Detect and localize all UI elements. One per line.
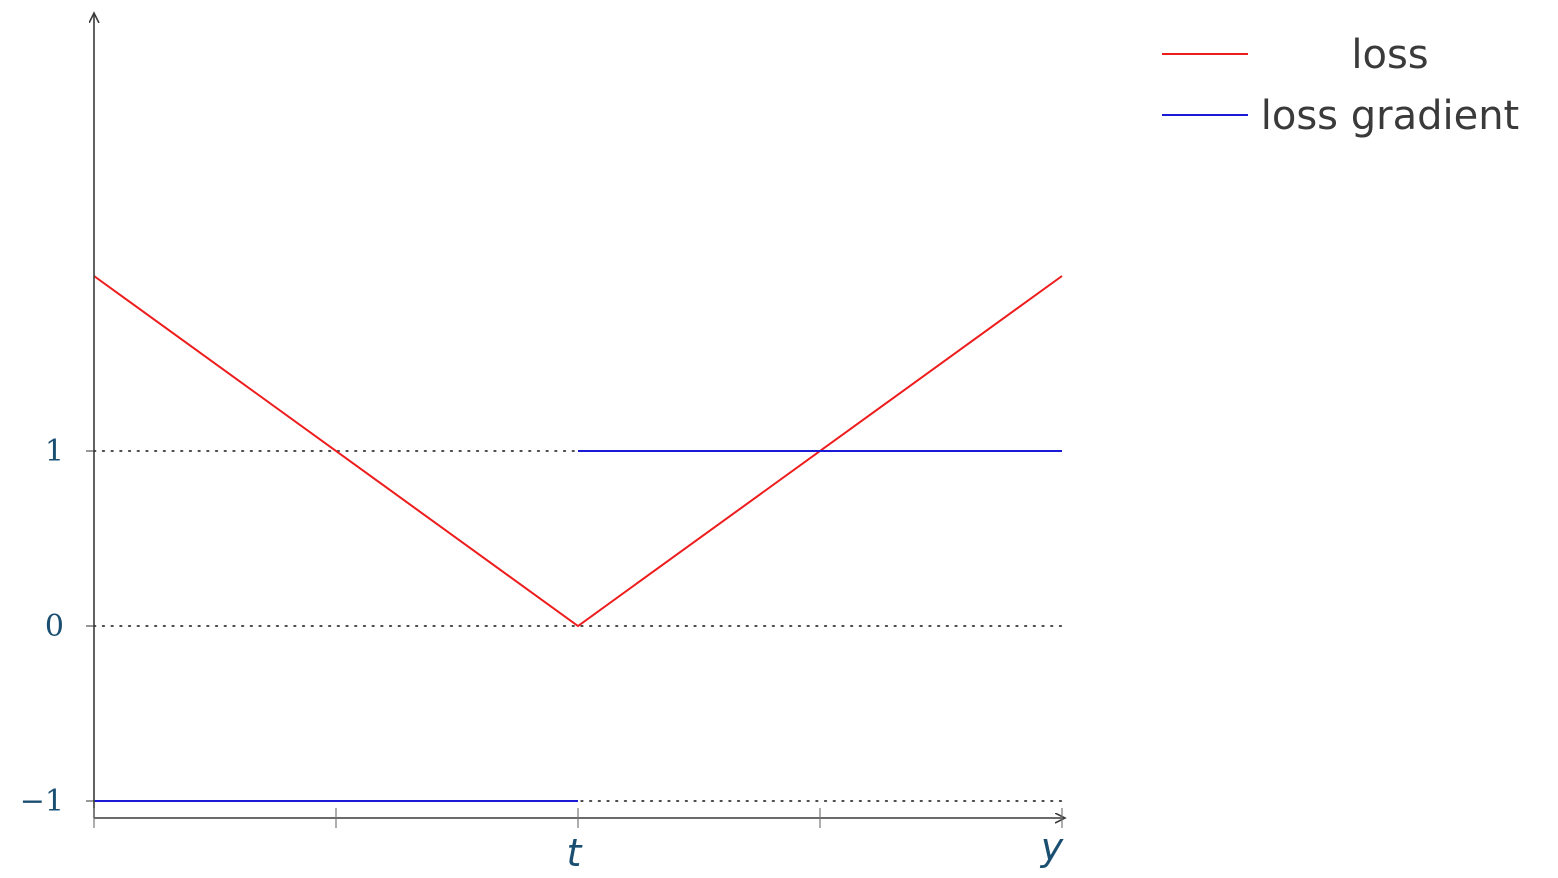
legend: loss loss gradient [1162, 32, 1519, 139]
y-tick-label: 1 [45, 434, 64, 469]
y-tick-label: 0 [45, 609, 64, 644]
axes-layer [86, 14, 1064, 828]
labels-layer: −1 0 1 t y [20, 434, 1064, 875]
x-axis-label: y [1040, 825, 1064, 869]
y-tick-label: −1 [20, 784, 64, 819]
legend-label: loss [1351, 32, 1428, 78]
x-tick-label: t [567, 831, 584, 875]
legend-label: loss gradient [1261, 93, 1519, 139]
series-line-loss [93, 275, 1063, 628]
series-layer [93, 275, 1063, 802]
